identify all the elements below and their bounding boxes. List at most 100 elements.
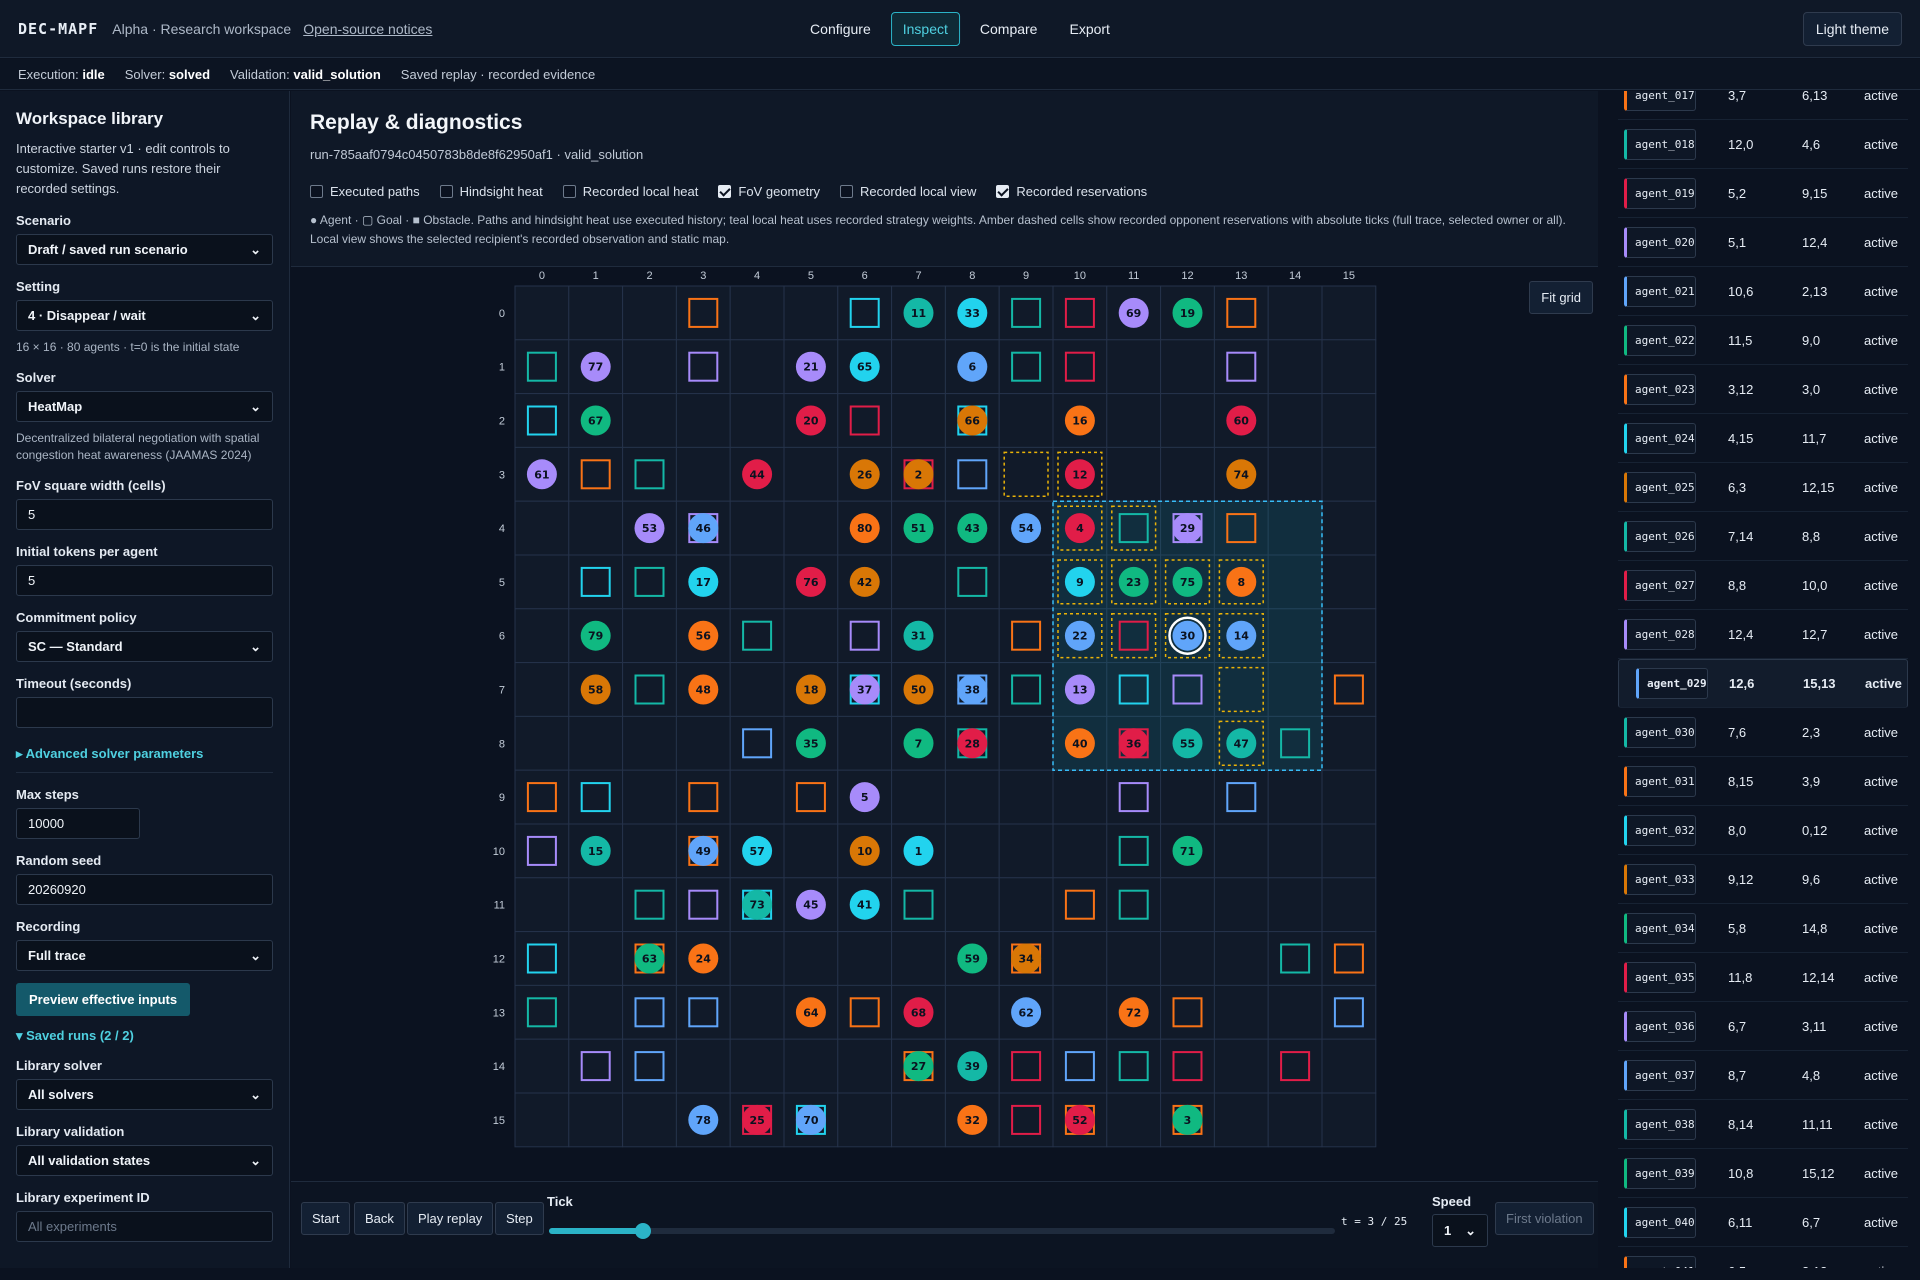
agent-id-chip[interactable]: agent_019 [1624,177,1696,209]
table-row[interactable]: agent_024 4,15 11,7 active [1618,414,1908,463]
agent-id-chip[interactable]: agent_031 [1624,765,1696,797]
table-row[interactable]: agent_027 8,8 10,0 active [1618,561,1908,610]
row-label: 11 [494,900,505,912]
table-row[interactable]: agent_031 8,15 3,9 active [1618,757,1908,806]
grid-viewport[interactable]: 0 1 2 3 4 5 6 7 8 9 10 11 12 13 14 15 0 1 2 3 4 5 6 7 8 9 10 11 12 13… [291,268,1605,1278]
agent-id-chip[interactable]: agent_037 [1624,1059,1696,1091]
scenario-select[interactable]: Draft / saved run scenario ⌄ [16,234,273,265]
commitment-policy-select[interactable]: SC — Standard ⌄ [16,631,273,662]
table-row[interactable]: agent_021 10,6 2,13 active [1618,267,1908,316]
light-theme-button[interactable]: Light theme [1802,12,1902,46]
tick-slider-thumb[interactable] [635,1223,652,1239]
agent-id-chip[interactable]: agent_027 [1624,569,1696,601]
hindsight-heat-checkbox[interactable]: Hindsight heat [439,184,543,199]
agent-label: 61 [534,468,549,481]
setting-select[interactable]: 4 · Disappear / wait ⌄ [16,300,273,331]
grid-cell [729,285,785,341]
table-row[interactable]: agent_020 5,1 12,4 active [1618,218,1908,267]
table-row[interactable]: agent_036 6,7 3,11 active [1618,1002,1908,1051]
step-button[interactable]: Step [495,1202,544,1235]
agent-id-chip[interactable]: agent_033 [1624,863,1696,895]
executed-paths-checkbox[interactable]: Executed paths [310,184,420,199]
agent-id-chip[interactable]: agent_029 [1636,668,1708,699]
table-row[interactable]: agent_018 12,0 4,6 active [1618,120,1908,169]
agent-id-chip[interactable]: agent_041 [1624,1255,1696,1268]
table-row[interactable]: agent_017 3,7 6,13 active [1618,91,1908,120]
agent-id-chip[interactable]: agent_025 [1624,471,1696,503]
table-row[interactable]: agent_019 5,2 9,15 active [1618,169,1908,218]
agent-id-chip[interactable]: agent_024 [1624,422,1696,454]
agent-id-chip[interactable]: agent_030 [1624,716,1696,748]
first-violation-button[interactable]: First violation [1495,1202,1594,1235]
grid-cell [729,554,785,610]
table-row[interactable]: agent_034 5,8 14,8 active [1618,904,1908,953]
agent-id-chip[interactable]: agent_039 [1624,1157,1696,1189]
timeout-input[interactable] [16,697,273,728]
table-row[interactable]: agent_039 10,8 15,12 active [1618,1149,1908,1198]
advanced-params-toggle[interactable]: ▸ Advanced solver parameters [16,746,273,773]
table-row[interactable]: agent_026 7,14 8,8 active [1618,512,1908,561]
agent-id-chip[interactable]: agent_038 [1624,1108,1696,1140]
agent-id-chip[interactable]: agent_022 [1624,324,1696,356]
recorded-reservations-checkbox[interactable]: Recorded reservations [996,184,1147,199]
preview-inputs-button[interactable]: Preview effective inputs [16,983,191,1016]
fov-geometry-checkbox[interactable]: FoV geometry [718,184,820,199]
tab-inspect[interactable]: Inspect [890,12,960,46]
agent-id-chip[interactable]: agent_036 [1624,1010,1696,1042]
tab-compare[interactable]: Compare [979,21,1038,37]
mapf-grid[interactable]: 0 1 2 3 4 5 6 7 8 9 10 11 12 13 14 15012345678910111213… [291,268,1605,1178]
back-button[interactable]: Back [354,1202,405,1235]
tab-configure[interactable]: Configure [810,21,871,37]
table-row[interactable]: agent_030 7,6 2,3 active [1618,708,1908,757]
table-row[interactable]: agent_041 6,5 3,13 active [1618,1247,1908,1268]
table-row[interactable]: agent_040 6,11 6,7 active [1618,1198,1908,1247]
agent-id-chip[interactable]: agent_040 [1624,1206,1696,1238]
agent-goal: 2,13 [1802,283,1828,299]
table-row[interactable]: agent_025 6,3 12,15 active [1618,463,1908,512]
agent-id-chip[interactable]: agent_020 [1624,226,1696,258]
initial-tokens-input[interactable]: 5 [16,565,273,596]
start-button[interactable]: Start [301,1202,351,1235]
solver-select[interactable]: HeatMap ⌄ [16,391,273,422]
table-row[interactable]: agent_022 11,5 9,0 active [1618,316,1908,365]
grid-cell [514,715,570,771]
random-seed-input[interactable]: 20260920 [16,874,273,905]
tick-slider[interactable] [549,1223,1335,1239]
agent-id-chip[interactable]: agent_023 [1624,373,1696,405]
recorded-local-heat-checkbox[interactable]: Recorded local heat [562,184,698,199]
agent-id-chip[interactable]: agent_018 [1624,128,1696,160]
main-scrollbar[interactable] [1598,91,1606,1268]
play-replay-button[interactable]: Play replay [407,1202,494,1235]
grid-cell [1213,554,1269,610]
setting-hint: 16 × 16 · 80 agents · t=0 is the initial… [16,340,240,354]
open-source-notices-link[interactable]: Open-source notices [303,20,433,37]
library-validation-select[interactable]: All validation states ⌄ [16,1145,273,1176]
library-solver-select[interactable]: All solvers ⌄ [16,1079,273,1110]
tab-export[interactable]: Export [1069,21,1110,37]
saved-runs-toggle[interactable]: ▾ Saved runs (2 / 2) [16,1028,134,1043]
agent-id-chip[interactable]: agent_021 [1624,275,1696,307]
table-row[interactable]: agent_037 8,7 4,8 active [1618,1051,1908,1100]
agent-id-chip[interactable]: agent_032 [1624,814,1696,846]
recorded-local-view-checkbox[interactable]: Recorded local view [840,184,976,199]
agent-id-chip[interactable]: agent_017 [1624,91,1696,111]
agent-id-chip[interactable]: agent_028 [1624,618,1696,650]
table-row[interactable]: agent_028 12,4 12,7 active [1618,610,1908,659]
table-row[interactable]: agent_038 8,14 11,11 active [1618,1100,1908,1149]
agent-id-chip[interactable]: agent_035 [1624,961,1696,993]
table-row[interactable]: agent_029 12,6 15,13 active [1618,659,1908,708]
fit-grid-button[interactable]: Fit grid [1529,281,1593,314]
table-row[interactable]: agent_032 8,0 0,12 active [1618,806,1908,855]
library-experiment-input[interactable]: All experiments [16,1211,273,1242]
table-row[interactable]: agent_035 11,8 12,14 active [1618,953,1908,1002]
table-row[interactable]: agent_033 9,12 9,6 active [1618,855,1908,904]
agent-id-chip[interactable]: agent_026 [1624,520,1696,552]
table-row[interactable]: agent_023 3,12 3,0 active [1618,365,1908,414]
fov-width-input[interactable]: 5 [16,499,273,530]
grid-cell [1213,339,1269,395]
recording-select[interactable]: Full trace ⌄ [16,940,273,971]
max-steps-input[interactable]: 10000 [16,808,140,839]
speed-select[interactable]: 1 ⌄ [1432,1214,1488,1247]
grid-cell [675,715,731,771]
agent-id-chip[interactable]: agent_034 [1624,912,1696,944]
